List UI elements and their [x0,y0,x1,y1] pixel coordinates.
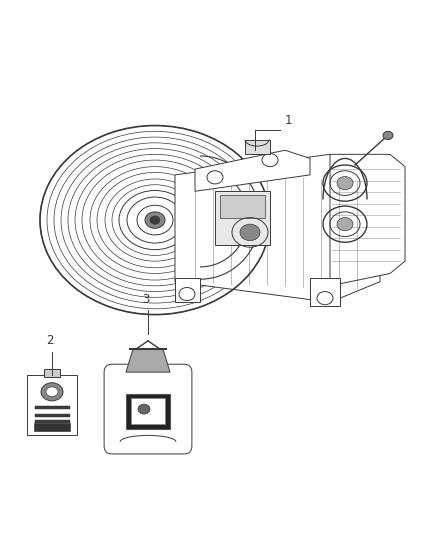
Ellipse shape [138,404,150,414]
Ellipse shape [41,383,63,401]
Polygon shape [126,349,170,372]
Ellipse shape [337,176,353,190]
Bar [215,191,270,245]
Bar [131,398,165,424]
Ellipse shape [383,131,393,140]
Bar [245,140,270,155]
Polygon shape [330,155,405,286]
Polygon shape [310,278,340,306]
Ellipse shape [150,216,160,224]
Ellipse shape [145,212,165,228]
Bar [126,394,170,429]
Bar [34,423,70,431]
Bar [44,369,60,377]
Polygon shape [175,155,380,302]
Text: 3: 3 [142,293,149,306]
Text: 1: 1 [285,114,293,127]
Polygon shape [175,278,200,302]
Bar [27,375,77,434]
FancyBboxPatch shape [104,364,192,454]
Text: 2: 2 [46,334,53,348]
Ellipse shape [46,387,58,397]
Ellipse shape [337,217,353,231]
Bar [220,196,265,219]
Polygon shape [195,150,310,191]
Ellipse shape [240,224,260,240]
